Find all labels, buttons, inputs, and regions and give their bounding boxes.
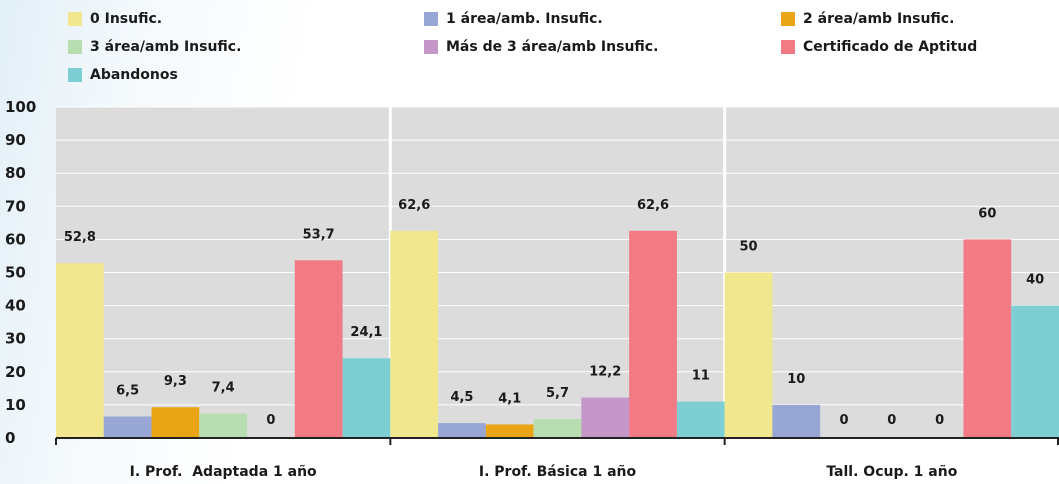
bar xyxy=(438,423,486,438)
legend-label: 0 Insufic. xyxy=(90,11,163,27)
bar xyxy=(1011,305,1059,438)
legend-label: 1 área/amb. Insufic. xyxy=(446,11,603,27)
legend-item: Más de 3 área/amb Insufic. xyxy=(424,37,658,57)
data-label: 10 xyxy=(787,372,805,387)
data-label: 24,1 xyxy=(350,325,382,340)
bar xyxy=(724,272,773,438)
legend-swatch xyxy=(781,40,795,54)
data-label: 60 xyxy=(978,206,996,221)
bar xyxy=(629,230,677,438)
data-label: 0 xyxy=(935,413,944,428)
legend-item: 3 área/amb Insufic. xyxy=(68,37,241,57)
bar xyxy=(581,397,630,438)
bar xyxy=(485,424,534,438)
legend-label: Más de 3 área/amb Insufic. xyxy=(446,39,659,55)
data-label: 7,4 xyxy=(212,381,235,396)
y-tick-label: 90 xyxy=(5,131,26,149)
y-tick-label: 100 xyxy=(5,98,36,116)
bar xyxy=(151,407,200,438)
data-label: 5,7 xyxy=(546,386,569,401)
data-label: 4,5 xyxy=(450,390,473,405)
legend-label: 3 área/amb Insufic. xyxy=(90,39,242,55)
bar xyxy=(390,230,439,438)
legend-item: 0 Insufic. xyxy=(68,9,162,29)
data-label: 4,1 xyxy=(498,391,521,406)
legend-label: 2 área/amb Insufic. xyxy=(803,11,955,27)
data-label: 50 xyxy=(740,240,758,255)
bar xyxy=(294,260,343,438)
bar xyxy=(56,263,104,438)
bar xyxy=(533,419,582,438)
y-tick-label: 80 xyxy=(5,164,26,182)
legend-item: Certificado de Aptitud xyxy=(781,37,977,57)
chart-legend: 0 Insufic. 1 área/amb. Insufic. 2 área/amb… xyxy=(0,0,1059,95)
legend-item: 2 área/amb Insufic. xyxy=(781,9,954,29)
data-label: 52,8 xyxy=(64,230,96,245)
y-tick-label: 50 xyxy=(5,264,26,282)
data-label: 62,6 xyxy=(398,198,430,213)
bar xyxy=(772,404,821,438)
legend-swatch xyxy=(68,68,82,82)
data-label: 9,3 xyxy=(164,374,187,389)
x-category-label: I. Prof. Básica 1 año xyxy=(479,464,637,480)
legend-item: 1 área/amb. Insufic. xyxy=(424,9,603,29)
legend-swatch xyxy=(68,40,82,54)
data-label: 0 xyxy=(266,413,275,428)
y-tick-label: 60 xyxy=(5,230,26,248)
bar xyxy=(103,416,152,438)
bar xyxy=(199,413,248,438)
bar xyxy=(342,358,391,438)
y-tick-label: 30 xyxy=(5,330,26,348)
y-tick-label: 40 xyxy=(5,297,26,315)
data-label: 11 xyxy=(692,369,710,384)
data-label: 62,6 xyxy=(637,198,669,213)
bar xyxy=(963,239,1012,438)
legend-swatch xyxy=(424,12,438,26)
y-tick-label: 70 xyxy=(5,197,26,215)
legend-swatch xyxy=(781,12,795,26)
y-tick-label: 0 xyxy=(5,429,15,447)
y-tick-label: 20 xyxy=(5,363,26,381)
data-label: 53,7 xyxy=(303,227,335,242)
legend-label: Certificado de Aptitud xyxy=(803,39,978,55)
legend-label: Abandonos xyxy=(90,67,178,83)
data-label: 0 xyxy=(840,413,849,428)
bar xyxy=(676,401,725,438)
legend-swatch xyxy=(424,40,438,54)
data-label: 0 xyxy=(887,413,896,428)
data-label: 6,5 xyxy=(116,383,139,398)
y-tick-label: 10 xyxy=(5,396,26,414)
legend-item: Abandonos xyxy=(68,65,178,85)
data-label: 12,2 xyxy=(589,365,621,380)
data-label: 40 xyxy=(1026,273,1044,288)
x-category-label: I. Prof. Adaptada 1 año xyxy=(130,464,317,480)
legend-swatch xyxy=(68,12,82,26)
x-category-label: Tall. Ocup. 1 año xyxy=(826,464,957,480)
